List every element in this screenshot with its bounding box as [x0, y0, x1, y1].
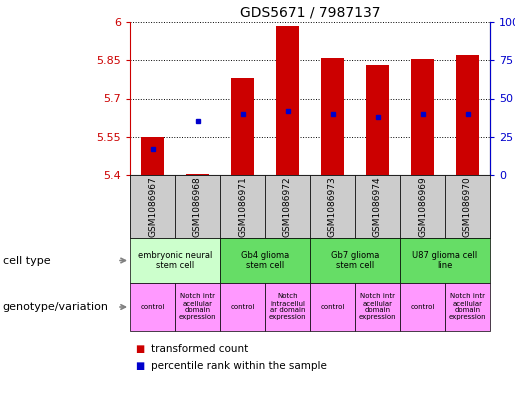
Text: ■: ■ — [135, 344, 144, 354]
Text: GSM1086974: GSM1086974 — [373, 176, 382, 237]
Text: control: control — [230, 304, 255, 310]
Title: GDS5671 / 7987137: GDS5671 / 7987137 — [240, 6, 380, 19]
Text: embryonic neural
stem cell: embryonic neural stem cell — [138, 251, 212, 270]
Text: U87 glioma cell
line: U87 glioma cell line — [413, 251, 477, 270]
Text: GSM1086970: GSM1086970 — [463, 176, 472, 237]
Text: GSM1086967: GSM1086967 — [148, 176, 157, 237]
Text: transformed count: transformed count — [150, 344, 248, 354]
Text: Notch
intracellul
ar domain
expression: Notch intracellul ar domain expression — [269, 294, 306, 321]
Text: GSM1086973: GSM1086973 — [328, 176, 337, 237]
Bar — [276, 26, 299, 175]
Text: Notch intr
acellular
domain
expression: Notch intr acellular domain expression — [449, 294, 486, 321]
Bar — [321, 58, 344, 175]
Text: percentile rank within the sample: percentile rank within the sample — [150, 361, 327, 371]
Text: ■: ■ — [135, 361, 144, 371]
Text: cell type: cell type — [3, 255, 50, 266]
Text: control: control — [140, 304, 165, 310]
Text: genotype/variation: genotype/variation — [3, 302, 109, 312]
Bar — [141, 137, 164, 175]
Text: Notch intr
acellular
domain
expression: Notch intr acellular domain expression — [179, 294, 216, 321]
Text: GSM1086969: GSM1086969 — [418, 176, 427, 237]
Text: GSM1086968: GSM1086968 — [193, 176, 202, 237]
Text: control: control — [410, 304, 435, 310]
Bar — [366, 65, 389, 175]
Text: Notch intr
acellular
domain
expression: Notch intr acellular domain expression — [358, 294, 397, 321]
Bar — [456, 55, 479, 175]
Bar — [411, 59, 434, 175]
Bar — [231, 78, 254, 175]
Bar — [186, 174, 209, 175]
Text: GSM1086971: GSM1086971 — [238, 176, 247, 237]
Text: Gb7 glioma
stem cell: Gb7 glioma stem cell — [331, 251, 379, 270]
Text: control: control — [320, 304, 345, 310]
Text: Gb4 glioma
stem cell: Gb4 glioma stem cell — [241, 251, 289, 270]
Text: GSM1086972: GSM1086972 — [283, 176, 292, 237]
